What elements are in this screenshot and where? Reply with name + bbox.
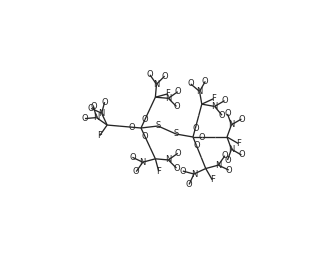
Text: O: O bbox=[224, 109, 231, 118]
Text: O: O bbox=[238, 151, 245, 160]
Text: O: O bbox=[225, 166, 232, 175]
Text: O: O bbox=[222, 151, 228, 160]
Text: O: O bbox=[90, 102, 97, 111]
Text: N: N bbox=[212, 102, 218, 111]
Text: F: F bbox=[156, 167, 161, 176]
Text: N: N bbox=[140, 158, 146, 167]
Text: O: O bbox=[161, 72, 168, 81]
Text: N: N bbox=[191, 170, 197, 179]
Text: N: N bbox=[228, 120, 234, 129]
Text: O: O bbox=[187, 80, 194, 89]
Text: O: O bbox=[180, 166, 186, 175]
Text: O: O bbox=[129, 123, 135, 132]
Text: N: N bbox=[215, 161, 222, 170]
Text: O: O bbox=[238, 114, 245, 123]
Text: F: F bbox=[165, 89, 170, 98]
Text: N: N bbox=[153, 80, 160, 89]
Text: O: O bbox=[193, 141, 200, 150]
Text: O: O bbox=[173, 164, 180, 173]
Text: N: N bbox=[93, 113, 100, 122]
Text: N: N bbox=[228, 145, 234, 154]
Text: F: F bbox=[210, 175, 215, 184]
Text: F: F bbox=[211, 94, 216, 103]
Text: O: O bbox=[199, 132, 205, 142]
Text: O: O bbox=[224, 156, 231, 165]
Text: O: O bbox=[174, 87, 181, 96]
Text: O: O bbox=[221, 96, 228, 105]
Text: O: O bbox=[147, 70, 153, 79]
Text: O: O bbox=[101, 98, 108, 107]
Text: F: F bbox=[236, 139, 241, 148]
Text: O: O bbox=[133, 167, 140, 176]
Text: S: S bbox=[155, 121, 161, 130]
Text: O: O bbox=[174, 149, 181, 158]
Text: O: O bbox=[192, 124, 199, 133]
Text: O: O bbox=[186, 180, 193, 189]
Text: N: N bbox=[165, 156, 172, 165]
Text: N: N bbox=[165, 94, 172, 103]
Text: O: O bbox=[82, 114, 88, 123]
Text: O: O bbox=[141, 115, 148, 124]
Text: F: F bbox=[97, 131, 102, 140]
Text: N: N bbox=[196, 87, 203, 96]
Text: O: O bbox=[219, 111, 225, 120]
Text: N: N bbox=[99, 109, 105, 118]
Text: O: O bbox=[141, 132, 148, 141]
Text: O: O bbox=[173, 102, 180, 111]
Text: O: O bbox=[202, 77, 209, 86]
Text: O: O bbox=[129, 153, 136, 162]
Text: S: S bbox=[173, 130, 179, 139]
Text: O: O bbox=[88, 104, 95, 113]
